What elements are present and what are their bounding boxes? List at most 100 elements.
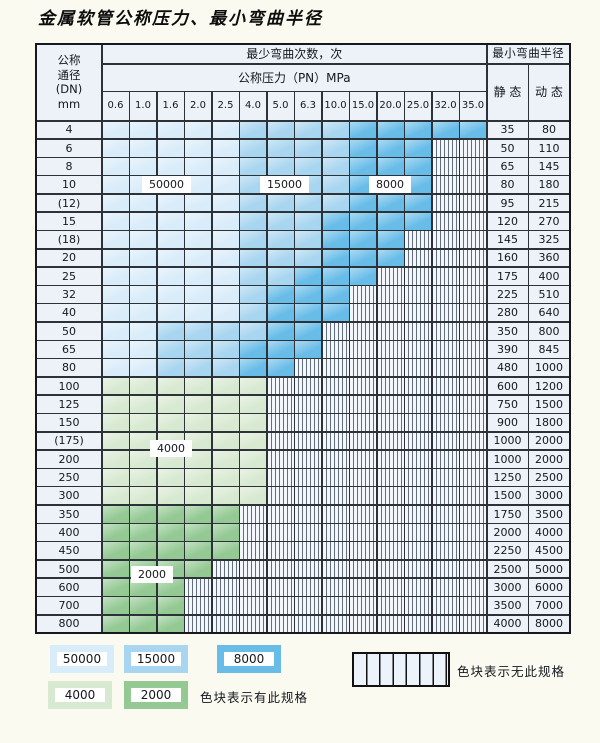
static-radius-cell: 4000	[487, 615, 528, 633]
static-radius-cell: 1750	[487, 505, 528, 523]
grid-cell-15000	[240, 121, 266, 139]
dynamic-radius-cell: 8000	[529, 615, 569, 633]
grid-cell-8000	[322, 267, 349, 285]
grid-cell-none	[460, 597, 486, 615]
bend-count-label-15000: 15000	[260, 176, 309, 193]
grid-cell-none	[405, 432, 431, 450]
grid-cell-none	[350, 578, 376, 596]
grid-cell-50000	[185, 231, 211, 249]
grid-cell-50000	[157, 194, 184, 212]
grid-cell-50000	[212, 139, 239, 157]
grid-cell-8000	[295, 322, 321, 340]
grid-cell-none	[267, 524, 294, 541]
grid-cell-none	[350, 432, 376, 450]
grid-cell-4000	[212, 414, 239, 432]
dynamic-radius-cell: 4000	[529, 524, 569, 541]
grid-cell-8000	[240, 341, 266, 358]
grid-cell-15000	[240, 249, 266, 267]
dynamic-radius-cell: 215	[529, 194, 569, 212]
grid-cell-50000	[185, 267, 211, 285]
grid-cell-none	[405, 359, 431, 377]
grid-cell-8000	[377, 231, 404, 249]
grid-cell-none	[432, 231, 459, 249]
grid-cell-8000	[377, 121, 404, 139]
bend-count-label-50000: 50000	[142, 176, 191, 193]
grid-cell-none	[322, 524, 349, 541]
grid-cell-50000	[102, 212, 129, 230]
static-radius-cell: 280	[487, 304, 528, 322]
grid-cell-50000	[212, 249, 239, 267]
grid-cell-50000	[157, 286, 184, 303]
dynamic-radius-cell: 110	[529, 139, 569, 157]
grid-cell-none	[405, 597, 431, 615]
grid-cell-2000	[185, 505, 211, 523]
grid-cell-50000	[130, 212, 156, 230]
grid-cell-none	[405, 304, 431, 322]
grid-cell-4000	[102, 487, 129, 505]
grid-cell-none	[322, 615, 349, 633]
grid-cell-50000	[212, 121, 239, 139]
grid-cell-none	[377, 359, 404, 377]
grid-cell-4000	[130, 377, 156, 395]
grid-cell-none	[322, 322, 349, 340]
grid-cell-none	[350, 597, 376, 615]
grid-cell-4000	[212, 432, 239, 450]
grid-cell-8000	[405, 212, 431, 230]
dynamic-radius-cell: 325	[529, 231, 569, 249]
grid-cell-none	[295, 487, 321, 505]
grid-cell-50000	[102, 158, 129, 175]
dynamic-radius-cell: 6000	[529, 578, 569, 596]
grid-cell-2000	[157, 597, 184, 615]
grid-cell-50000	[157, 139, 184, 157]
grid-cell-50000	[102, 267, 129, 285]
grid-cell-50000	[185, 158, 211, 175]
dn-cell: 80	[37, 359, 101, 377]
grid-cell-none	[212, 615, 239, 633]
dynamic-radius-cell: 1500	[529, 395, 569, 413]
dynamic-radius-cell: 2500	[529, 469, 569, 486]
grid-cell-none	[295, 560, 321, 578]
grid-cell-2000	[102, 524, 129, 541]
grid-cell-2000	[185, 524, 211, 541]
legend-chip-4000: 4000	[48, 681, 112, 709]
bend-count-label-4000: 4000	[150, 440, 192, 457]
dn-cell: 65	[37, 341, 101, 358]
grid-cell-2000	[102, 542, 129, 560]
grid-cell-4000	[185, 487, 211, 505]
grid-cell-15000	[212, 322, 239, 340]
grid-cell-50000	[130, 194, 156, 212]
grid-cell-none	[377, 432, 404, 450]
dn-cell: 100	[37, 377, 101, 395]
grid-cell-2000	[102, 505, 129, 523]
grid-cell-8000	[377, 212, 404, 230]
grid-cell-none	[377, 615, 404, 633]
grid-cell-50000	[185, 194, 211, 212]
dn-cell: 800	[37, 615, 101, 633]
legend-chip-15000: 15000	[124, 645, 188, 673]
nominal-pressure-header: 公称压力（PN）MPa	[102, 64, 486, 91]
grid-cell-4000	[157, 395, 184, 413]
grid-cell-50000	[130, 249, 156, 267]
grid-cell-8000	[350, 158, 376, 175]
grid-cell-none	[405, 560, 431, 578]
dynamic-radius-cell: 3000	[529, 487, 569, 505]
pressure-column-header: 6.3	[295, 92, 321, 120]
grid-cell-none	[432, 524, 459, 541]
grid-cell-none	[460, 615, 486, 633]
grid-cell-15000	[267, 121, 294, 139]
grid-cell-none	[460, 469, 486, 486]
grid-cell-none	[460, 249, 486, 267]
grid-cell-50000	[130, 322, 156, 340]
grid-cell-15000	[267, 139, 294, 157]
grid-cell-none	[377, 505, 404, 523]
grid-cell-none	[267, 542, 294, 560]
hose-specification-table: 公称 通径 (DN) mm 最少弯曲次数，次 最小弯曲半径 公称压力（PN）MP…	[35, 43, 571, 635]
grid-cell-none	[432, 505, 459, 523]
dn-cell: 200	[37, 450, 101, 468]
grid-cell-none	[405, 505, 431, 523]
legend-no-spec-swatch	[352, 652, 450, 687]
grid-cell-none	[322, 487, 349, 505]
static-radius-cell: 600	[487, 377, 528, 395]
dn-cell: 600	[37, 578, 101, 596]
pressure-column-header: 0.6	[102, 92, 129, 120]
